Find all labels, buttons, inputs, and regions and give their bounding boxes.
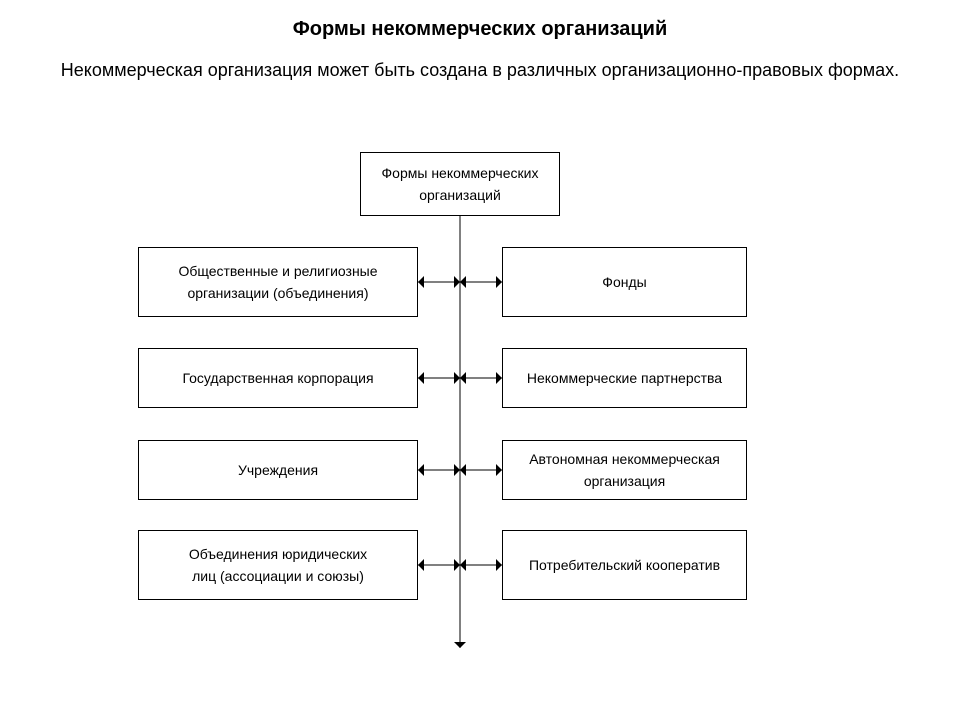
diagram-node-right-0: Фонды <box>502 247 747 317</box>
diagram-node-left-2: Учреждения <box>138 440 418 500</box>
diagram-node-right-1: Некоммерческие партнерства <box>502 348 747 408</box>
diagram-node-right-3: Потребительский кооператив <box>502 530 747 600</box>
diagram-node-right-2: Автономная некоммерческаяорганизация <box>502 440 747 500</box>
page-title: Формы некоммерческих организаций <box>0 18 960 41</box>
page-subtitle: Некоммерческая организация может быть со… <box>0 58 960 82</box>
diagram-node-left-3: Объединения юридическихлиц (ассоциации и… <box>138 530 418 600</box>
diagram-root-node: Формы некоммерческихорганизаций <box>360 152 560 216</box>
diagram-node-left-0: Общественные и религиозныеорганизации (о… <box>138 247 418 317</box>
diagram-node-left-1: Государственная корпорация <box>138 348 418 408</box>
